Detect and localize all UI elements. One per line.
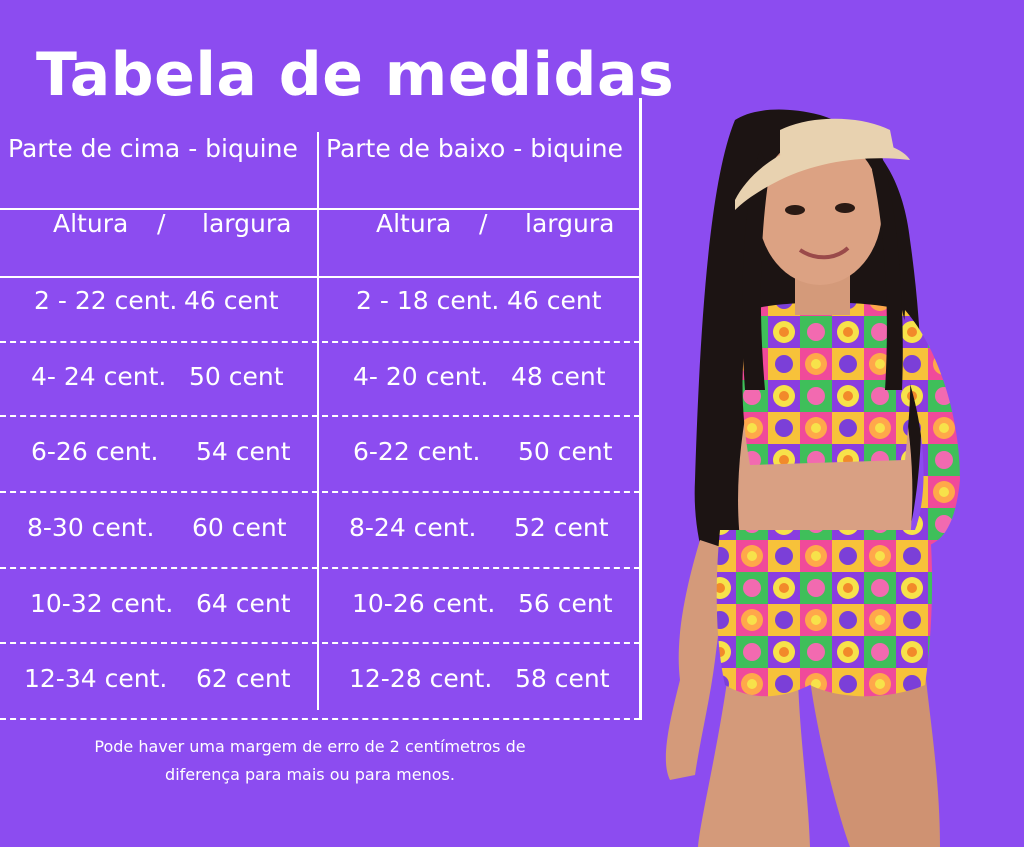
cell-bottom-largura: 52 cent <box>514 513 609 542</box>
cell-top-altura: 12-34 cent. <box>24 664 168 693</box>
subheader-largura: largura <box>525 209 615 238</box>
cell-top-altura: 6-26 cent. <box>31 437 159 466</box>
cell-top-altura: 4- 24 cent. <box>31 362 167 391</box>
subheader-slash: / <box>157 209 166 238</box>
cell-top-altura: 2 - 22 cent. <box>34 286 178 315</box>
table-header-divider <box>0 208 640 210</box>
cell-bottom-largura: 48 cent <box>511 362 606 391</box>
cell-top-altura: 8-30 cent. <box>27 513 155 542</box>
row-divider <box>0 642 640 644</box>
row-divider <box>0 567 640 569</box>
table-column-divider <box>317 132 319 710</box>
row-divider <box>0 341 640 343</box>
error-margin-note: Pode haver uma margem de erro de 2 centí… <box>40 733 580 789</box>
cell-top-largura: 54 cent <box>196 437 291 466</box>
table-right-border <box>639 98 642 720</box>
cell-top-largura: 64 cent <box>196 589 291 618</box>
note-line: diferença para mais ou para menos. <box>165 765 455 784</box>
subheader-slash: / <box>479 209 488 238</box>
subheader-largura: largura <box>202 209 292 238</box>
cell-bottom-largura: 50 cent <box>518 437 613 466</box>
model-photo <box>665 109 960 847</box>
table-subheader-divider <box>0 276 640 278</box>
row-divider <box>0 718 640 720</box>
cell-bottom-largura: 46 cent <box>507 286 602 315</box>
cell-top-largura: 50 cent <box>189 362 284 391</box>
cell-top-altura: 10-32 cent. <box>30 589 174 618</box>
header-bottom-piece: Parte de baixo - biquine <box>326 134 623 163</box>
subheader-altura: Altura <box>376 209 452 238</box>
cell-bottom-altura: 12-28 cent. <box>349 664 493 693</box>
header-top-piece: Parte de cima - biquine <box>8 134 298 163</box>
subheader-altura: Altura <box>53 209 129 238</box>
cell-top-largura: 60 cent <box>192 513 287 542</box>
cell-top-largura: 62 cent <box>196 664 291 693</box>
row-divider <box>0 491 640 493</box>
cell-bottom-altura: 10-26 cent. <box>352 589 496 618</box>
cell-top-largura: 46 cent <box>184 286 279 315</box>
cell-bottom-largura: 56 cent <box>518 589 613 618</box>
row-divider <box>0 415 640 417</box>
cell-bottom-largura: 58 cent <box>515 664 610 693</box>
cell-bottom-altura: 2 - 18 cent. <box>356 286 500 315</box>
cell-bottom-altura: 6-22 cent. <box>353 437 481 466</box>
note-line: Pode haver uma margem de erro de 2 centí… <box>94 737 526 756</box>
page-title: Tabela de medidas <box>36 40 675 110</box>
cell-bottom-altura: 4- 20 cent. <box>353 362 489 391</box>
cell-bottom-altura: 8-24 cent. <box>349 513 477 542</box>
